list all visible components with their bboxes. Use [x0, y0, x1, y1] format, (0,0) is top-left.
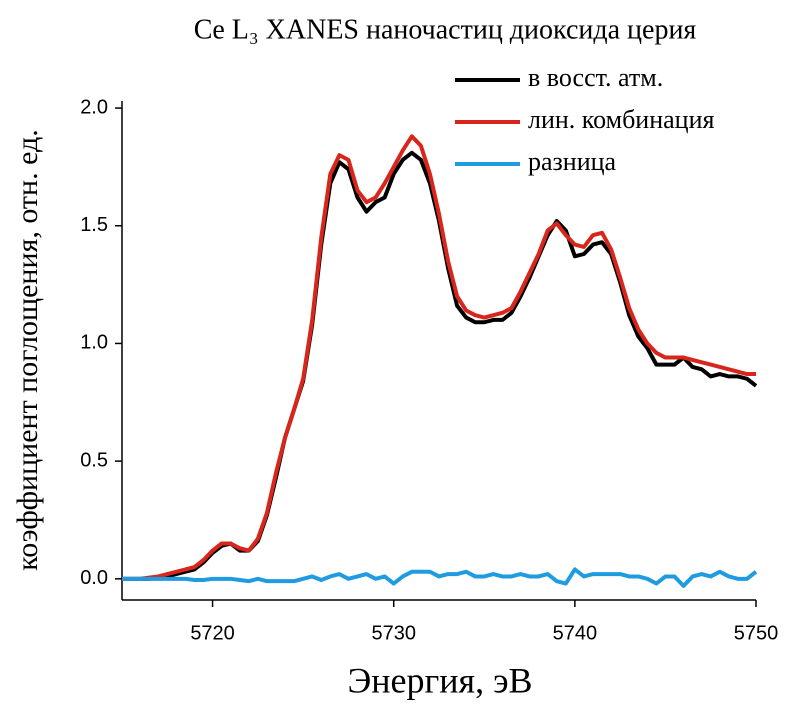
y-tick-label: 0.5: [80, 449, 108, 471]
y-tick-label: 1.5: [80, 214, 108, 236]
x-tick-label: 5720: [190, 622, 235, 644]
x-tick-label: 5730: [371, 622, 416, 644]
x-axis-label: Энергия, эВ: [347, 660, 532, 700]
legend-label: разница: [528, 147, 617, 176]
x-tick-label: 5740: [553, 622, 598, 644]
y-axis-label: коэффициент поглощения, отн. ед.: [11, 129, 44, 571]
y-tick-label: 2.0: [80, 96, 108, 118]
legend-label: лин. комбинация: [528, 105, 714, 134]
chart-title: Ce L₃ XANES наночастиц диоксида церия: [194, 14, 697, 45]
series-line: [122, 567, 758, 588]
y-tick-label: 1.0: [80, 332, 108, 354]
series-line: [122, 134, 756, 581]
x-tick-label: 5750: [734, 622, 779, 644]
legend-label: в восст. атм.: [528, 63, 663, 92]
y-tick-label: 0.0: [80, 567, 108, 589]
